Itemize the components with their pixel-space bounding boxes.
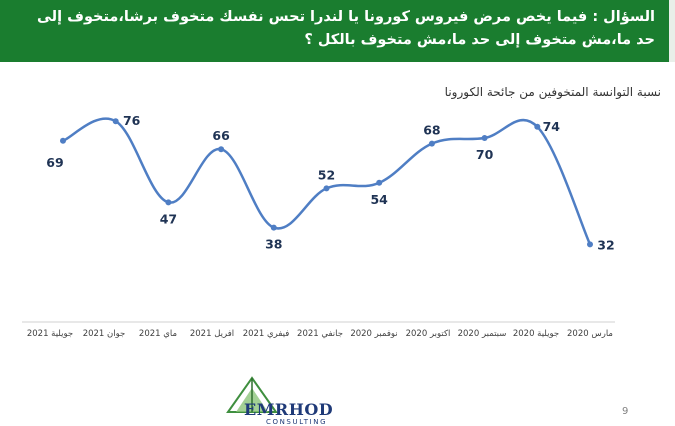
data-point (270, 224, 277, 231)
x-tick-label: ماي 2021 (139, 329, 177, 339)
logo-mark-icon (226, 376, 278, 413)
x-axis-ticks: جويلية 2021 جوان 2021 ماي 2021 افريل 2021 في… (27, 329, 613, 339)
data-point (428, 140, 435, 147)
data-label: 32 (597, 237, 614, 252)
question-line-1: السؤال : فيما يخص مرض فيروس كورونا يا لن… (36, 9, 655, 25)
question-header: السؤال : فيما يخص مرض فيروس كورونا يا لن… (0, 0, 675, 62)
data-label: 52 (318, 167, 335, 182)
data-label: 70 (476, 147, 494, 162)
x-tick-label: جويلية 2020 (513, 329, 559, 339)
x-tick-label: جويلية 2021 (27, 329, 73, 339)
x-tick-label: جانفي 2021 (297, 329, 343, 339)
emrhod-logo: EMRHOD CONSULTING (222, 372, 372, 426)
data-point (376, 179, 383, 186)
question-line-2: حد ما،مش متخوف إلى حد ما،مش متخوف بالكل … (304, 32, 655, 48)
data-label: 54 (370, 192, 388, 207)
data-point (165, 199, 172, 206)
data-point (481, 135, 488, 141)
chart-title: نسبة التوانسة المتخوفين من جائحة الكورون… (444, 85, 661, 99)
data-label: 47 (160, 211, 177, 226)
data-point (218, 146, 225, 153)
logo-subtitle: CONSULTING (266, 418, 328, 426)
series-line (62, 117, 592, 245)
data-points (60, 118, 593, 248)
data-point (112, 118, 119, 125)
data-point (323, 185, 330, 192)
x-tick-label: مارس 2020 (567, 329, 613, 339)
x-tick-label: فيفري 2021 (243, 329, 290, 339)
data-label: 74 (543, 119, 561, 134)
data-label: 38 (265, 237, 282, 252)
data-label: 76 (123, 113, 141, 128)
page-number: 9 (622, 406, 629, 417)
x-tick-label: افريل 2021 (190, 329, 234, 339)
data-point (60, 137, 66, 144)
x-tick-label: جوان 2021 (83, 329, 126, 339)
x-tick-label: نوفمبر 2020 (350, 329, 397, 339)
data-point (587, 241, 593, 248)
data-label: 66 (212, 128, 230, 143)
x-tick-label: سبتمبر 2020 (458, 329, 507, 339)
data-labels: 69 76 47 66 38 52 54 68 70 74 32 (46, 113, 614, 252)
logo-name: EMRHOD (244, 400, 334, 419)
data-label: 69 (46, 155, 63, 170)
data-label: 68 (423, 123, 440, 138)
x-tick-label: اكتوبر 2020 (406, 329, 451, 339)
data-point (534, 123, 541, 130)
